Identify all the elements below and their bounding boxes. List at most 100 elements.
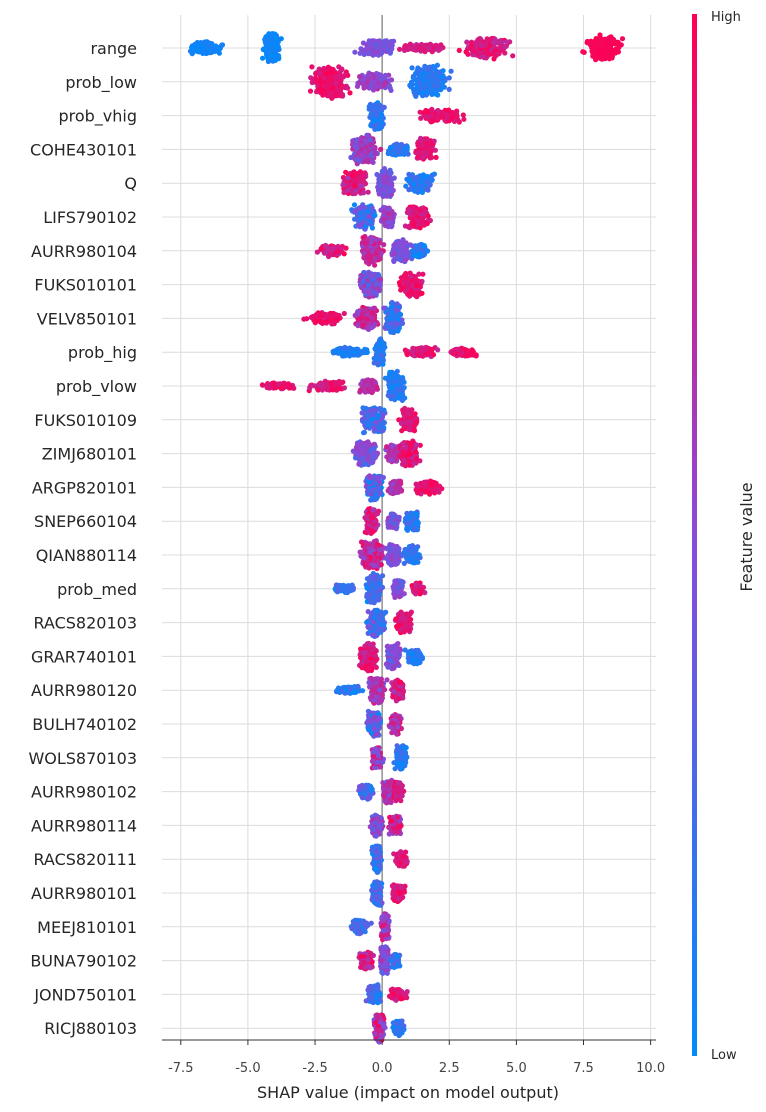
shap-point — [335, 348, 341, 354]
shap-point — [418, 46, 424, 52]
shap-point — [262, 36, 268, 43]
shap-point — [382, 72, 389, 78]
shap-point — [413, 89, 419, 95]
shap-point — [350, 138, 356, 144]
shap-point — [399, 320, 406, 326]
shap-point — [411, 181, 417, 187]
shap-point — [403, 270, 409, 277]
shap-point — [427, 87, 433, 93]
shap-point — [372, 84, 378, 90]
shap-point — [352, 49, 358, 55]
feature-points-aurr980104 — [314, 233, 431, 268]
shap-point — [334, 93, 340, 99]
shap-point — [598, 56, 604, 62]
shap-point — [375, 188, 382, 194]
shap-point — [440, 74, 446, 80]
shap-point — [598, 38, 604, 44]
shap-point — [202, 49, 209, 56]
shap-point — [510, 53, 516, 59]
shap-point — [355, 323, 361, 329]
shap-point — [429, 107, 435, 114]
shap-point — [327, 317, 333, 323]
shap-point — [438, 42, 444, 48]
shap-point — [367, 137, 373, 143]
shap-point — [403, 288, 409, 294]
shap-point — [321, 75, 327, 81]
shap-point — [376, 240, 382, 246]
shap-point — [369, 273, 375, 279]
shap-point — [352, 208, 359, 214]
shap-point — [468, 45, 474, 51]
shap-point — [363, 316, 369, 322]
shap-point — [267, 52, 273, 58]
shap-point — [499, 39, 505, 46]
shap-point — [366, 253, 372, 259]
shap-point — [619, 36, 626, 42]
shap-point — [433, 154, 439, 160]
shap-point — [465, 51, 471, 57]
shap-point — [415, 65, 421, 71]
shap-point — [352, 182, 358, 188]
shap-point — [446, 75, 452, 81]
shap-point — [431, 83, 437, 89]
shap-point — [440, 112, 446, 118]
shap-point — [369, 205, 375, 211]
shap-point — [410, 222, 416, 228]
feature-points-range — [187, 31, 626, 65]
shap-point — [358, 315, 364, 321]
shap-point — [369, 315, 375, 321]
shap-point — [389, 220, 396, 226]
shap-point — [606, 45, 612, 51]
shap-point — [427, 154, 433, 160]
shap-point — [450, 111, 456, 117]
shap-point — [429, 346, 435, 352]
shap-point — [410, 46, 416, 52]
shap-point — [329, 76, 335, 82]
shap-point — [321, 312, 327, 318]
shap-point — [351, 350, 358, 356]
shap-point — [407, 82, 413, 88]
shap-point — [271, 52, 277, 59]
shap-point — [334, 74, 340, 80]
shap-point — [437, 85, 443, 91]
shap-point — [416, 242, 422, 249]
shap-point — [418, 115, 424, 121]
shap-point — [429, 49, 435, 55]
shap-point — [369, 225, 375, 231]
feature-points-prob-low — [307, 62, 454, 101]
shap-point — [415, 348, 421, 354]
shap-point — [351, 202, 358, 208]
shap-point — [347, 353, 353, 359]
shap-point — [381, 216, 387, 222]
shap-point — [490, 39, 497, 46]
shap-point — [368, 239, 374, 245]
shap-point — [206, 40, 212, 46]
shap-point — [427, 217, 433, 224]
shap-point — [367, 218, 373, 224]
shap-point — [419, 290, 425, 296]
shap-point — [456, 47, 462, 54]
shap-point — [321, 83, 327, 89]
shap-point — [403, 275, 409, 281]
shap-point — [365, 189, 371, 195]
shap-point — [379, 168, 385, 174]
shap-point — [366, 214, 372, 220]
shap-point — [429, 141, 435, 147]
shap-point — [412, 76, 418, 82]
shap-point — [378, 46, 384, 52]
shap-point — [420, 149, 426, 155]
shap-point — [491, 56, 497, 62]
shap-point — [313, 318, 319, 324]
shap-point — [464, 39, 470, 45]
shap-point — [390, 328, 396, 334]
shap-point — [345, 85, 351, 91]
shap-point — [416, 176, 422, 182]
shap-point — [472, 40, 478, 46]
shap-point — [419, 73, 425, 79]
shap-point — [353, 144, 359, 150]
shap-point — [325, 76, 331, 82]
shap-point — [461, 116, 467, 122]
shap-point — [379, 105, 385, 111]
shap-point — [354, 83, 361, 89]
shap-point — [581, 49, 587, 56]
